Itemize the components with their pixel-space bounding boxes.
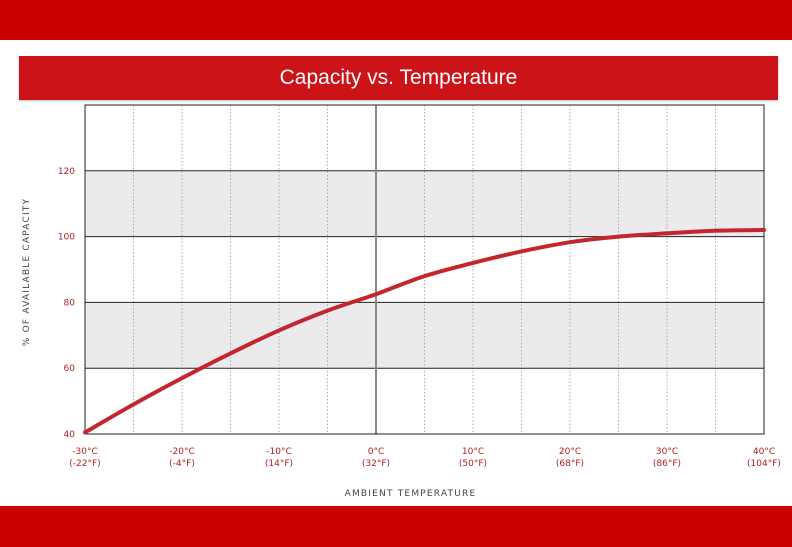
- x-tick-fahrenheit: (14°F): [265, 459, 293, 469]
- x-tick-fahrenheit: (32°F): [362, 459, 390, 469]
- x-tick-label-30: 30°C (86°F): [653, 447, 681, 469]
- chart-title: Capacity vs. Temperature: [279, 66, 518, 89]
- x-tick-celsius: 40°C: [753, 447, 775, 457]
- x-tick-celsius: 20°C: [559, 447, 581, 457]
- x-tick-label--30: -30°C (-22°F): [69, 447, 100, 469]
- x-tick-label-40: 40°C (104°F): [747, 447, 781, 469]
- x-tick-fahrenheit: (86°F): [653, 459, 681, 469]
- capacity-curve: [83, 228, 766, 435]
- y-tick-label-100: 100: [58, 233, 75, 243]
- x-axis-label: AMBIENT TEMPERATURE: [345, 489, 477, 499]
- y-tick-label-40: 40: [64, 430, 76, 440]
- x-tick-celsius: -20°C: [169, 447, 194, 457]
- x-tick-fahrenheit: (68°F): [556, 459, 584, 469]
- x-tick-celsius: 0°C: [368, 447, 385, 457]
- x-tick-celsius: 30°C: [656, 447, 678, 457]
- x-tick-fahrenheit: (-4°F): [169, 459, 195, 469]
- x-tick-celsius: -30°C: [72, 447, 97, 457]
- top-banner: [0, 0, 792, 40]
- x-tick-fahrenheit: (50°F): [459, 459, 487, 469]
- y-tick-label-60: 60: [64, 364, 76, 374]
- y-tick-label-120: 120: [58, 167, 75, 177]
- y-axis-label: % OF AVAILABLE CAPACITY: [22, 198, 32, 346]
- x-tick-celsius: 10°C: [462, 447, 484, 457]
- x-tick-label-10: 10°C (50°F): [459, 447, 487, 469]
- x-tick-label-0: 0°C (32°F): [362, 447, 390, 469]
- y-tick-label-80: 80: [64, 298, 76, 308]
- x-tick-label--20: -20°C (-4°F): [169, 447, 195, 469]
- x-tick-fahrenheit: (-22°F): [69, 459, 100, 469]
- x-tick-celsius: -10°C: [266, 447, 291, 457]
- x-tick-label-20: 20°C (68°F): [556, 447, 584, 469]
- chart-title-bar: Capacity vs. Temperature: [19, 56, 778, 100]
- x-tick-fahrenheit: (104°F): [747, 459, 781, 469]
- bottom-banner: [0, 506, 792, 547]
- plot-border: [84, 104, 765, 435]
- x-tick-label--10: -10°C (14°F): [265, 447, 293, 469]
